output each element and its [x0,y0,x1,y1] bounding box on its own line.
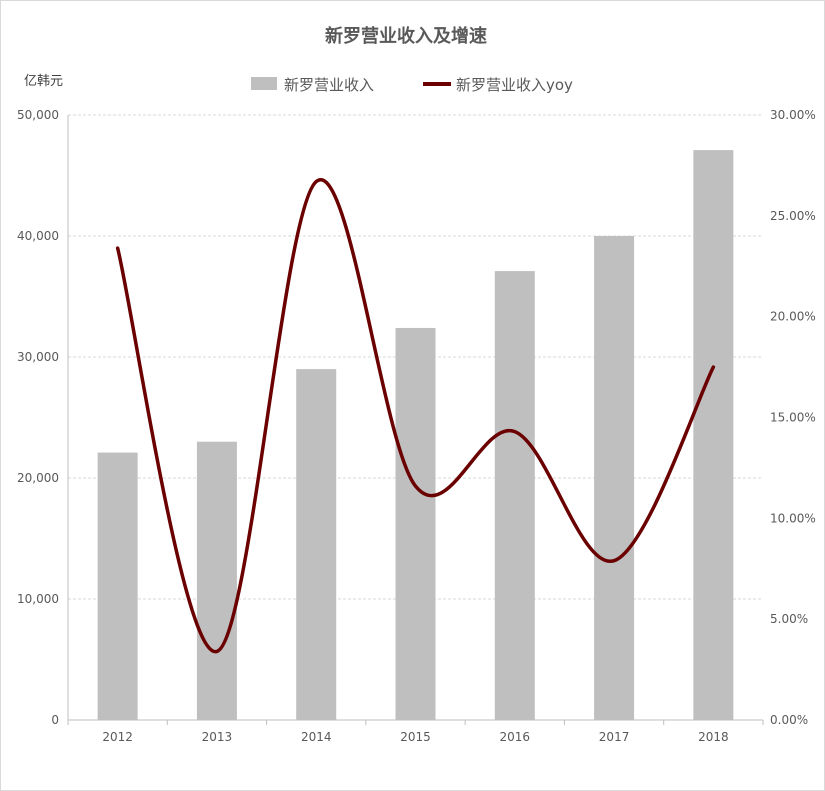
left-tick-label: 10,000 [17,592,59,606]
unit-label: 亿韩元 [24,74,63,89]
legend-line-label: 新罗营业收入yoy [456,76,573,94]
left-tick-label: 30,000 [17,350,59,364]
bar [97,452,138,720]
bar [196,441,237,720]
legend-bar-swatch [251,77,277,90]
x-tick-label: 2016 [500,730,531,744]
bar [693,150,734,721]
yoy-line [115,177,716,654]
x-tick-label: 2012 [102,730,133,744]
bar [296,369,337,720]
right-tick-label: 10.00% [770,511,816,525]
right-tick-label: 15.00% [770,411,816,425]
left-tick-label: 50,000 [17,108,59,122]
bar [594,236,635,720]
right-tick-label: 5.00% [770,612,808,626]
x-tick-label: 2015 [400,730,431,744]
bar [395,327,436,720]
left-tick-label: 20,000 [17,471,59,485]
left-tick-label: 0 [51,713,59,727]
right-tick-label: 0.00% [770,713,808,727]
legend-bar-label: 新罗营业收入 [284,76,374,94]
x-tick-label: 2013 [202,730,233,744]
bar [494,271,535,720]
right-tick-label: 25.00% [770,209,816,223]
chart-title: 新罗营业收入及增速 [325,25,487,47]
right-tick-label: 30.00% [770,108,816,122]
left-tick-label: 40,000 [17,229,59,243]
x-tick-label: 2018 [698,730,729,744]
x-tick-label: 2014 [301,730,332,744]
right-tick-label: 20.00% [770,310,816,324]
x-tick-label: 2017 [599,730,630,744]
